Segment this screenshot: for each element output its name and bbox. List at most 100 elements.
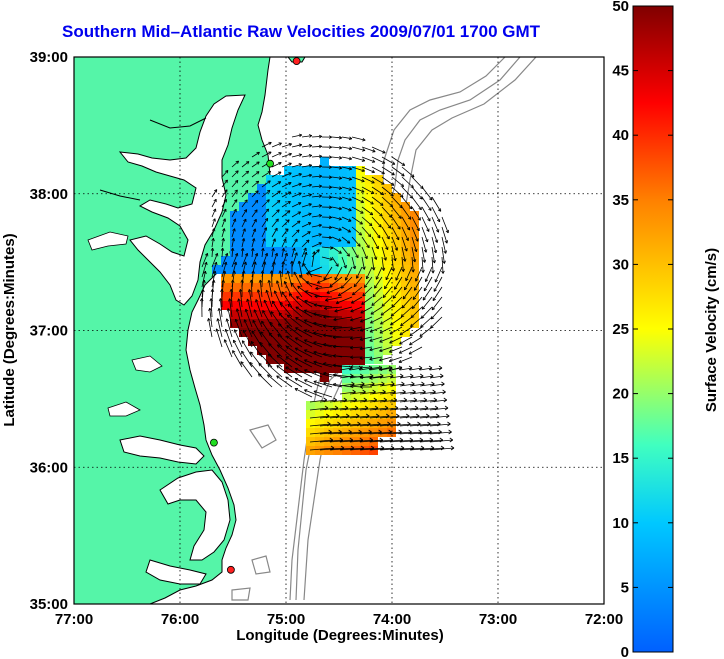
velocity-arrow-head — [313, 371, 317, 374]
velocity-arrow-head — [356, 276, 360, 279]
velocity-cell — [351, 392, 360, 401]
velocity-cell — [392, 265, 401, 274]
velocity-arrow-head — [399, 341, 402, 345]
velocity-arrow — [351, 156, 365, 162]
velocity-arrow-head — [209, 307, 212, 311]
velocity-arrow-head — [212, 218, 216, 221]
velocity-arrow — [341, 226, 351, 233]
velocity-arrow-head — [318, 214, 322, 216]
velocity-arrow-head — [391, 193, 394, 197]
velocity-cell — [284, 211, 293, 220]
velocity-cell — [392, 283, 401, 292]
velocity-arrow-head — [370, 222, 373, 226]
velocity-arrow — [231, 189, 238, 198]
velocity-arrow-head — [299, 192, 302, 196]
velocity-cell — [338, 175, 347, 184]
velocity-cell — [374, 283, 383, 292]
velocity-arrow-head — [398, 367, 403, 371]
velocity-arrow-head — [245, 261, 247, 265]
velocity-arrow-head — [429, 437, 434, 441]
velocity-cell — [378, 419, 387, 428]
velocity-arrow-head — [441, 270, 444, 274]
velocity-arrow — [349, 407, 369, 411]
velocity-arrow-head — [234, 199, 238, 202]
velocity-arrow-head — [328, 135, 332, 138]
velocity-cell — [356, 310, 365, 319]
velocity-arrow-head — [328, 176, 332, 179]
velocity-arrow-head — [223, 199, 227, 202]
velocity-arrow — [359, 356, 373, 359]
velocity-arrow-head — [400, 215, 402, 219]
velocity-cell — [360, 419, 369, 428]
velocity-arrow-head — [364, 285, 368, 288]
velocity-cell — [329, 256, 338, 265]
velocity-arrow-head — [332, 344, 336, 347]
velocity-cell — [320, 355, 329, 364]
velocity-cell — [369, 374, 378, 383]
velocity-cell — [383, 247, 392, 256]
velocity-cell — [410, 292, 419, 301]
velocity-cell — [383, 238, 392, 247]
velocity-arrow — [382, 286, 393, 298]
x-tick-label: 76:00 — [161, 611, 199, 628]
velocity-arrow — [381, 256, 385, 271]
velocity-cell — [324, 446, 333, 455]
velocity-arrow-head — [254, 199, 258, 202]
velocity-arrow-head — [250, 247, 254, 251]
velocity-arrow — [349, 431, 372, 435]
velocity-arrow — [341, 276, 353, 289]
velocity-arrow-head — [405, 413, 410, 417]
velocity-arrow-head — [314, 294, 318, 297]
velocity-arrow — [361, 166, 375, 173]
velocity-arrow-head — [387, 226, 391, 229]
velocity-arrow-head — [391, 305, 396, 308]
velocity-arrow-head — [324, 405, 329, 409]
velocity-cell — [329, 328, 338, 337]
velocity-arrow — [211, 218, 216, 228]
velocity-arrow — [369, 407, 389, 411]
velocity-arrow-head — [434, 405, 439, 409]
velocity-cell — [338, 166, 347, 175]
velocity-arrow — [229, 298, 233, 318]
velocity-arrow-head — [211, 237, 214, 241]
velocity-cell — [275, 193, 284, 202]
velocity-arrow-head — [289, 182, 292, 186]
velocity-cell — [266, 247, 275, 256]
velocity-cell — [248, 265, 257, 274]
velocity-arrow-head — [338, 188, 342, 190]
velocity-arrow — [389, 439, 413, 443]
velocity-cell — [356, 346, 365, 355]
velocity-arrow — [375, 266, 383, 280]
velocity-arrow — [401, 256, 404, 272]
velocity-arrow-head — [313, 350, 317, 353]
velocity-arrow — [404, 276, 413, 291]
velocity-arrow-head — [369, 338, 373, 342]
velocity-arrow-head — [404, 258, 407, 262]
velocity-cell — [302, 310, 311, 319]
velocity-arrow-head — [349, 208, 352, 211]
velocity-arrow-head — [283, 238, 287, 241]
velocity-arrow-head — [309, 135, 313, 138]
velocity-cell — [311, 184, 320, 193]
velocity-arrow-head — [338, 198, 342, 201]
velocity-arrow — [305, 281, 323, 288]
velocity-arrow-head — [421, 306, 424, 310]
velocity-arrow — [359, 407, 379, 411]
velocity-arrow-head — [202, 279, 205, 283]
velocity-arrow-head — [308, 153, 312, 156]
velocity-cell — [257, 220, 266, 229]
velocity-arrow-head — [319, 234, 322, 237]
velocity-arrow-head — [324, 306, 327, 309]
velocity-arrow-head — [221, 279, 224, 283]
velocity-arrow — [371, 166, 385, 175]
velocity-arrow-head — [332, 374, 336, 377]
velocity-arrow-head — [294, 388, 298, 392]
velocity-arrow-head — [422, 298, 426, 301]
velocity-arrow-head — [348, 148, 352, 151]
velocity-cell — [320, 238, 329, 247]
velocity-arrow-head — [381, 267, 385, 271]
velocity-arrow-head — [415, 279, 419, 282]
velocity-arrow — [290, 282, 303, 298]
velocity-arrow-head — [298, 260, 302, 264]
velocity-arrow — [423, 276, 433, 292]
